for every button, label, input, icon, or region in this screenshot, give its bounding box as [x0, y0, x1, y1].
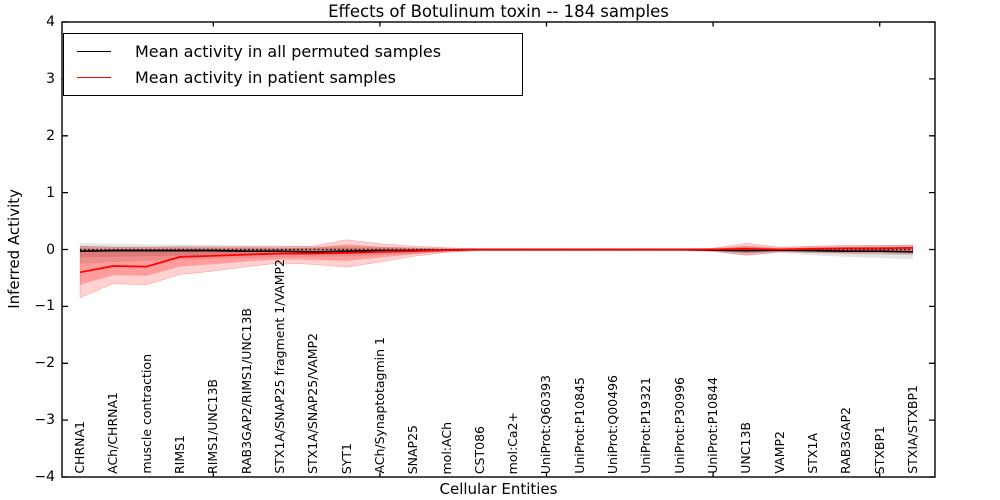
y-tick-label: −4: [34, 469, 55, 485]
legend-label: Mean activity in patient samples: [135, 68, 396, 88]
x-tick-label: STXBP1: [871, 425, 887, 474]
y-tick-label: −2: [34, 355, 55, 372]
x-tick-label: SNAP25: [405, 424, 421, 474]
legend-item-patient: Mean activity in patient samples: [64, 68, 522, 87]
y-tick-label: −3: [34, 412, 55, 429]
y-tick-label: 2: [46, 127, 55, 144]
x-tick-label: CHRNA1: [72, 421, 87, 474]
x-axis-label: Cellular Entities: [439, 480, 558, 498]
x-tick-label: STX1A/SNAP25 fragment 1/VAMP2: [271, 259, 287, 474]
x-tick-label: UniProt:P10845: [571, 377, 587, 474]
y-tick-label: 4: [46, 14, 55, 30]
x-tick-label: STX1A: [805, 433, 821, 474]
x-tick-label: RAB3GAP2/RIMS1/UNC13B: [238, 307, 254, 474]
x-tick-label: mol:ACh: [438, 421, 454, 475]
x-tick-label: muscle contraction: [138, 354, 154, 474]
x-tick-label: STX1A/SNAP25/VAMP2: [305, 333, 321, 474]
x-tick-label: UniProt:P10844: [705, 377, 721, 474]
x-tick-label: STXIA/STXBP1: [905, 385, 920, 474]
x-tick-label: UniProt:P30996: [671, 377, 687, 474]
legend-label: Mean activity in all permuted samples: [135, 41, 442, 61]
permuted-line-swatch: [77, 50, 111, 52]
y-tick-label: 3: [46, 70, 55, 87]
x-tick-label: UniProt:Q00496: [605, 374, 621, 474]
x-tick-label: CST086: [471, 425, 487, 474]
permuted-band-outer: [80, 243, 913, 264]
y-tick-label: 0: [46, 241, 55, 258]
x-tick-label: RIMS1/UNC13B: [205, 379, 221, 474]
x-tick-label: UniProt:Q60393: [538, 374, 554, 474]
x-tick-label: VAMP2: [771, 431, 787, 474]
patient-band-inner: [80, 244, 913, 285]
y-tick-label: −1: [34, 298, 55, 315]
chart-title: Effects of Botulinum toxin -- 184 sample…: [328, 2, 669, 21]
x-tick-label: SYT1: [338, 442, 354, 474]
x-tick-label: ACh/Synaptotagmin 1: [371, 337, 387, 474]
axis-tick-marks: [62, 21, 935, 478]
x-tick-label: mol:Ca2+: [505, 411, 521, 474]
legend-item-permuted: Mean activity in all permuted samples: [64, 42, 522, 61]
y-tick-label: 1: [46, 184, 55, 201]
x-tick-label: ACh/CHRNA1: [105, 392, 121, 474]
x-tick-label: RAB3GAP2: [838, 407, 854, 474]
legend: Mean activity in all permuted samples Me…: [63, 33, 523, 96]
patient-mean-line: [79, 246, 914, 274]
x-tick-label: RIMS1: [171, 434, 187, 474]
x-tick-label: UniProt:P19321: [638, 377, 654, 474]
patient-line-swatch: [77, 77, 111, 79]
x-tick-label: UNC13B: [738, 422, 754, 474]
